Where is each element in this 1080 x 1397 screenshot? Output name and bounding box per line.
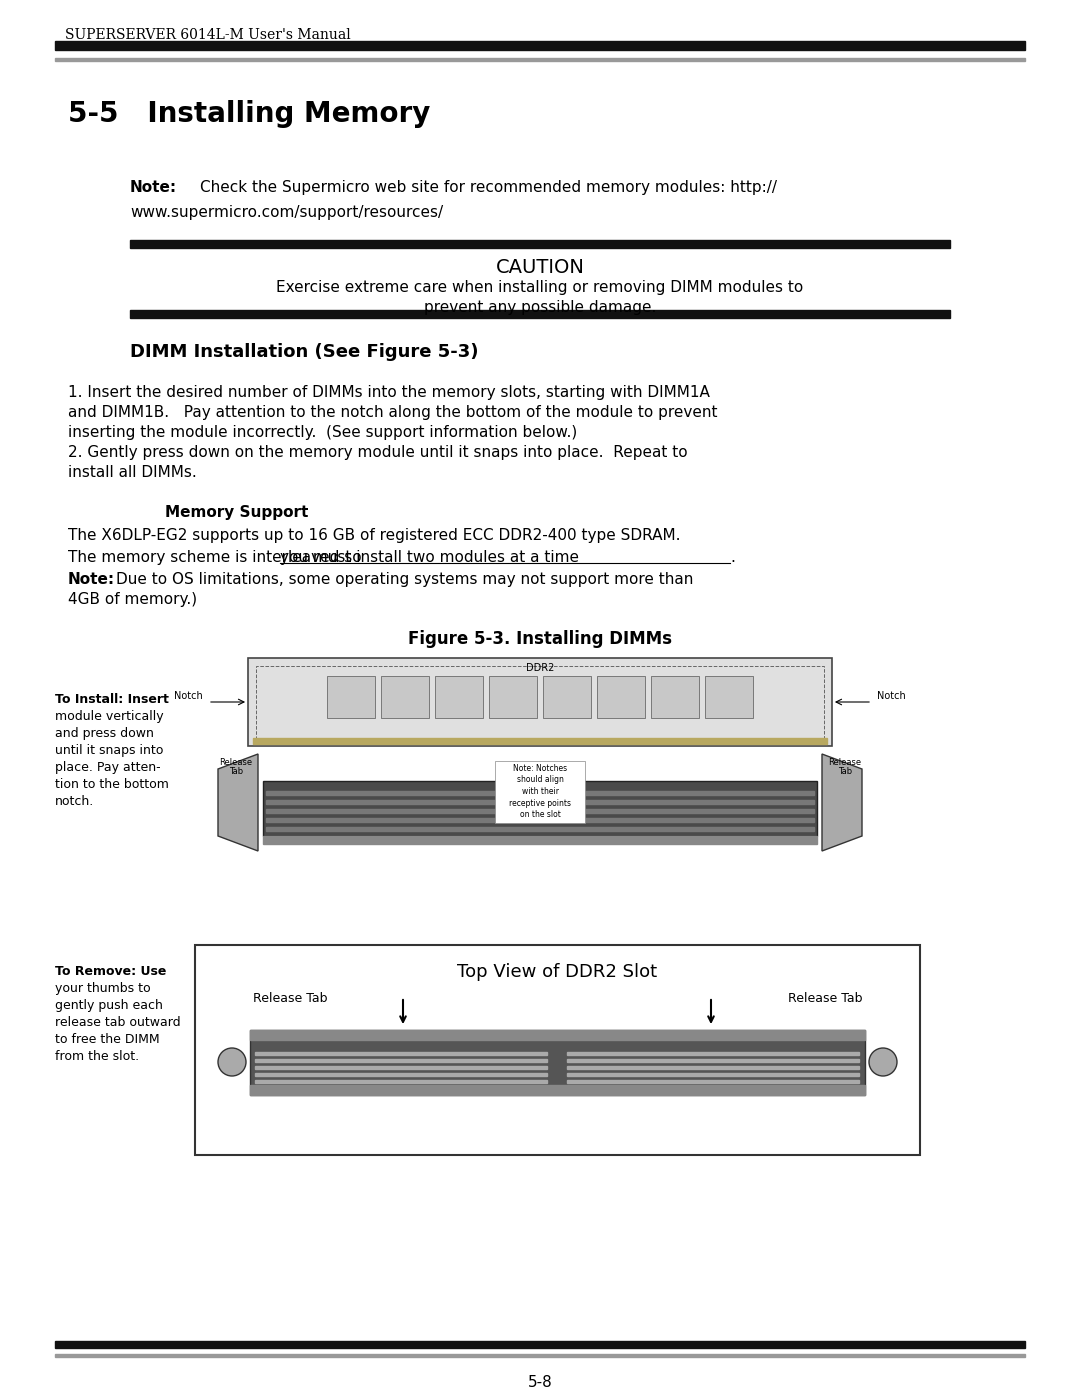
Bar [264, 781, 816, 835]
Bar [567, 1080, 859, 1083]
Text: To Install: Insert: To Install: Insert [55, 693, 168, 705]
Bar [381, 676, 429, 718]
Text: 2. Gently press down on the memory module until it snaps into place.  Repeat to: 2. Gently press down on the memory modul… [68, 446, 688, 460]
Text: and DIMM1B.   Pay attention to the notch along the bottom of the module to preve: and DIMM1B. Pay attention to the notch a… [68, 405, 717, 420]
Bar [55, 59, 1025, 61]
Bar [489, 676, 537, 718]
Text: from the slot.: from the slot. [55, 1051, 139, 1063]
Text: should align: should align [516, 775, 564, 785]
Bar [255, 1066, 546, 1069]
Text: on the slot: on the slot [519, 810, 561, 819]
Bar [195, 944, 920, 1155]
Text: to free the DIMM: to free the DIMM [55, 1032, 160, 1046]
Text: your thumbs to: your thumbs to [55, 982, 150, 995]
Text: gently push each: gently push each [55, 999, 163, 1011]
Text: DIMM Installation (See Figure 5-3): DIMM Installation (See Figure 5-3) [130, 344, 478, 360]
Bar [249, 1085, 865, 1095]
Text: Release: Release [828, 759, 862, 767]
Text: module vertically: module vertically [55, 710, 164, 724]
Text: The X6DLP-EG2 supports up to 16 GB of registered ECC DDR2-400 type SDRAM.: The X6DLP-EG2 supports up to 16 GB of re… [68, 528, 680, 543]
Text: Memory Support: Memory Support [165, 504, 309, 520]
Text: Notch: Notch [877, 692, 906, 701]
Text: 1. Insert the desired number of DIMMs into the memory slots, starting with DIMM1: 1. Insert the desired number of DIMMs in… [68, 386, 710, 400]
Text: Exercise extreme care when installing or removing DIMM modules to: Exercise extreme care when installing or… [276, 279, 804, 295]
Bar [543, 676, 591, 718]
Text: Due to OS limitations, some operating systems may not support more than: Due to OS limitations, some operating sy… [116, 571, 693, 587]
Bar [255, 1052, 546, 1055]
Circle shape [869, 1048, 897, 1076]
Text: with their: with their [522, 787, 558, 796]
Bar [327, 676, 375, 718]
Text: The memory scheme is interleaved so: The memory scheme is interleaved so [68, 550, 366, 564]
Text: until it snaps into: until it snaps into [55, 745, 163, 757]
Text: notch.: notch. [55, 795, 94, 807]
Bar [495, 761, 585, 823]
Bar [253, 738, 827, 745]
Polygon shape [218, 754, 258, 851]
Bar [266, 819, 814, 821]
Bar [249, 1030, 865, 1095]
Bar [255, 1059, 546, 1062]
Bar [266, 809, 814, 813]
Text: Tab: Tab [229, 767, 243, 775]
Text: tion to the bottom: tion to the bottom [55, 778, 168, 791]
Text: Check the Supermicro web site for recommended memory modules: http://: Check the Supermicro web site for recomm… [200, 180, 777, 196]
Bar [597, 676, 645, 718]
Bar [567, 1066, 859, 1069]
Text: Release Tab: Release Tab [253, 992, 327, 1004]
Bar [255, 1073, 546, 1076]
Text: Notch: Notch [174, 692, 203, 701]
Circle shape [218, 1048, 246, 1076]
Text: inserting the module incorrectly.  (See support information below.): inserting the module incorrectly. (See s… [68, 425, 577, 440]
Text: 5-5   Installing Memory: 5-5 Installing Memory [68, 101, 430, 129]
Text: CAUTION: CAUTION [496, 258, 584, 277]
Text: Figure 5-3. Installing DIMMs: Figure 5-3. Installing DIMMs [408, 630, 672, 648]
Text: you must install two modules at a time: you must install two modules at a time [280, 550, 579, 564]
Polygon shape [822, 754, 862, 851]
Bar [435, 676, 483, 718]
Text: 5-8: 5-8 [528, 1375, 552, 1390]
Bar [130, 310, 950, 319]
Text: place. Pay atten-: place. Pay atten- [55, 761, 161, 774]
Text: Release: Release [219, 759, 253, 767]
Bar [266, 800, 814, 805]
Text: and press down: and press down [55, 726, 153, 740]
Text: release tab outward: release tab outward [55, 1016, 180, 1030]
Bar [130, 240, 950, 249]
Text: 4GB of memory.): 4GB of memory.) [68, 592, 198, 608]
Text: www.supermicro.com/support/resources/: www.supermicro.com/support/resources/ [130, 205, 443, 219]
Bar [55, 41, 1025, 50]
Text: Tab: Tab [838, 767, 852, 775]
Text: Note:: Note: [130, 180, 177, 196]
Text: receptive points: receptive points [509, 799, 571, 807]
Text: SUPERSERVER 6014L-M User's Manual: SUPERSERVER 6014L-M User's Manual [65, 28, 351, 42]
Bar [266, 791, 814, 795]
Bar [567, 1059, 859, 1062]
Bar [567, 1073, 859, 1076]
Bar [248, 658, 832, 746]
Bar [255, 1080, 546, 1083]
Text: Release Tab: Release Tab [787, 992, 862, 1004]
Text: Note: Notches: Note: Notches [513, 764, 567, 773]
Bar [705, 676, 753, 718]
Text: Note:: Note: [68, 571, 116, 587]
Text: .: . [730, 550, 734, 564]
Bar [264, 835, 816, 844]
Bar [55, 1354, 1025, 1356]
Text: Top View of DDR2 Slot: Top View of DDR2 Slot [457, 963, 657, 981]
Bar [266, 827, 814, 831]
Text: DDR2: DDR2 [526, 664, 554, 673]
Text: To Remove: Use: To Remove: Use [55, 965, 166, 978]
Text: install all DIMMs.: install all DIMMs. [68, 465, 197, 481]
Bar [55, 1341, 1025, 1348]
Bar [249, 1030, 865, 1039]
Text: prevent any possible damage.: prevent any possible damage. [423, 300, 657, 314]
Bar [256, 666, 824, 738]
Bar [651, 676, 699, 718]
Bar [567, 1052, 859, 1055]
